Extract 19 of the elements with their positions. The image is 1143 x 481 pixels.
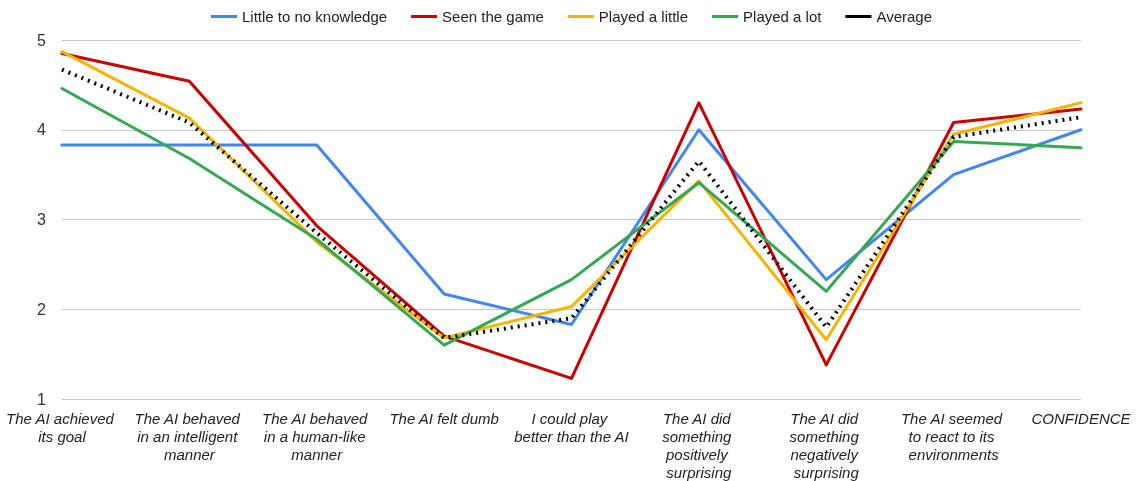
x-tick-label: The AI behaved in an intelligent manner [134,409,245,463]
x-tick-label: The AI seemed to react to its environments [900,409,1007,463]
y-tick-label: 1 [37,390,47,408]
x-tick-label: The AI behaved in a human-like manner [261,409,372,463]
x-tick-label: The AI did something positively surprising [662,409,736,481]
legend-label: Played a little [598,8,689,25]
y-tick-label: 4 [37,121,47,139]
x-tick-label: The AI felt dumb [389,409,499,427]
legend-label: Seen the game [442,8,544,25]
legend-label: Average [876,8,933,25]
y-tick-label: 5 [37,31,47,49]
x-tick-label: The AI did something negatively surprising [789,409,863,481]
legend-label: Played a lot [743,8,823,25]
x-tick-label: The AI achieved its goal [5,409,119,445]
y-tick-label: 3 [37,211,47,228]
x-tick-label: CONFIDENCE [1031,409,1132,427]
y-tick-label: 2 [37,300,47,318]
legend-label: Little to no knowledge [241,8,388,25]
x-tick-label: I could play better than the AI [514,409,629,445]
